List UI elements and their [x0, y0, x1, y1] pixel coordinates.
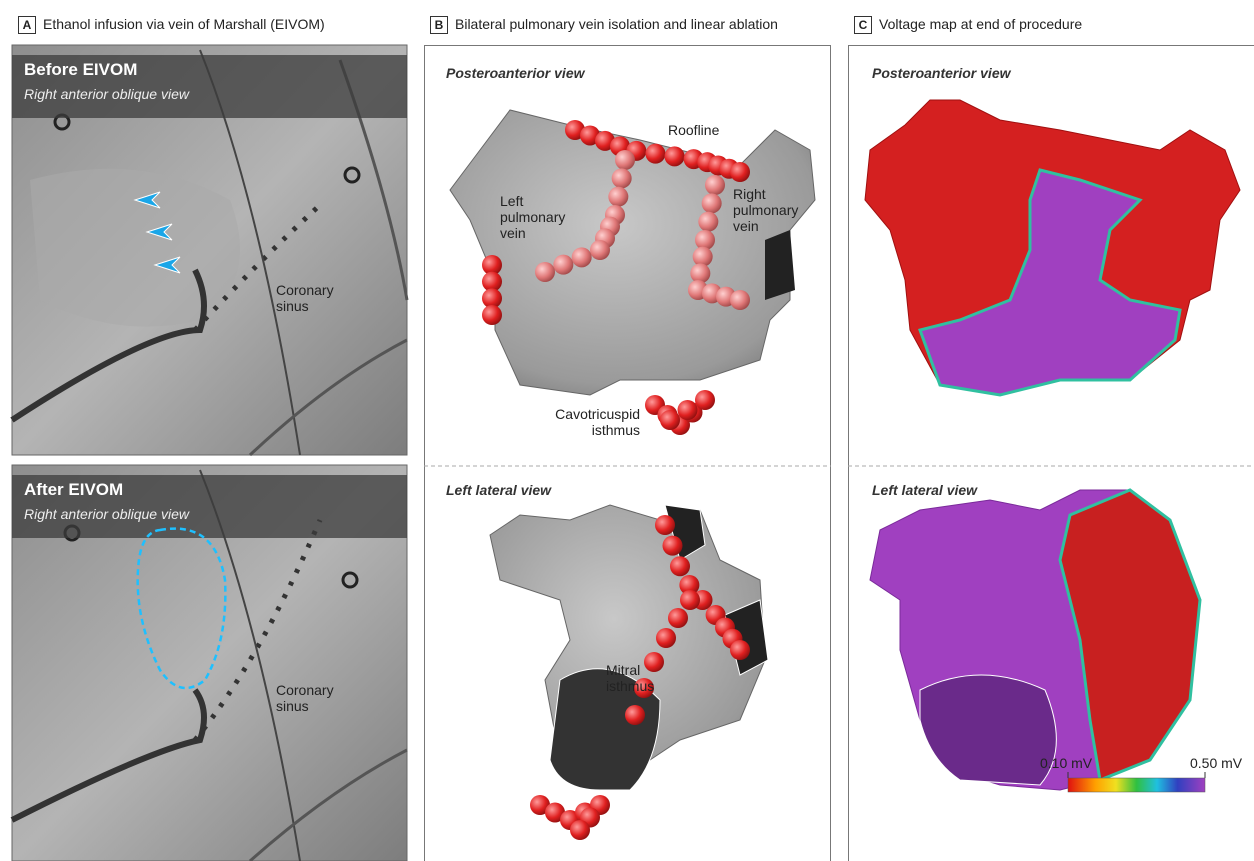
- lesion-sphere: [553, 254, 574, 275]
- lesion-sphere: [664, 146, 685, 167]
- lesion-sphere: [695, 390, 715, 410]
- lesion-sphere: [608, 186, 629, 207]
- panel-letter: A: [18, 16, 36, 34]
- lesion-sphere: [615, 150, 635, 170]
- lesion-sphere: [698, 211, 719, 232]
- lesion-sphere: [634, 678, 654, 698]
- panel-c-frame: [848, 45, 1254, 861]
- image-title: After EIVOM: [24, 480, 124, 499]
- lesion-sphere: [660, 410, 680, 430]
- panel-b-frame: [424, 45, 831, 861]
- fluoroscopy-before: [10, 44, 409, 457]
- image-subtitle: Right anterior oblique view: [24, 86, 189, 102]
- lesion-sphere: [677, 400, 698, 420]
- lesion-sphere: [670, 556, 690, 577]
- view-title: Posteroanterior view: [872, 65, 1011, 81]
- lesion-sphere: [570, 820, 590, 840]
- image-label: Coronary sinus: [276, 682, 334, 714]
- lesion-sphere: [655, 515, 675, 535]
- fluoroscopy-after: [10, 464, 408, 861]
- ablation-lesions: [482, 120, 750, 840]
- lesion-sphere: [595, 130, 615, 151]
- colorbar-label: 0.50 mV: [1190, 755, 1243, 771]
- anatomy-label: Roofline: [668, 122, 720, 138]
- lesion-sphere: [662, 535, 683, 556]
- panel-letter: C: [854, 16, 872, 34]
- lesion-sphere: [692, 246, 713, 267]
- lesion-sphere: [571, 247, 592, 268]
- anatomy-label: Right pulmonary vein: [733, 186, 799, 234]
- lesion-sphere: [590, 240, 610, 260]
- lesion-sphere: [730, 640, 750, 660]
- lesion-sphere: [580, 125, 600, 146]
- lesion-sphere: [482, 288, 502, 309]
- anatomy-label: Mitral isthmus: [606, 662, 655, 694]
- panel-title: Voltage map at end of procedure: [879, 16, 1083, 32]
- lesion-sphere: [611, 168, 632, 189]
- lesion-sphere: [625, 705, 645, 725]
- image-label: Coronary sinus: [276, 282, 334, 314]
- lesion-sphere: [482, 305, 502, 325]
- lesion-sphere: [545, 802, 565, 823]
- view-title: Posteroanterior view: [446, 65, 585, 81]
- view-title: Left lateral view: [872, 482, 978, 498]
- lesion-sphere: [656, 628, 676, 648]
- lesion-sphere: [695, 230, 715, 250]
- lesion-sphere: [679, 575, 700, 595]
- lesion-sphere: [535, 262, 555, 282]
- lesion-sphere: [690, 263, 711, 284]
- lesion-sphere: [668, 608, 688, 628]
- lesion-sphere: [680, 590, 700, 610]
- lesion-sphere: [482, 255, 502, 275]
- lesion-sphere: [645, 143, 666, 164]
- lesion-sphere: [530, 795, 550, 815]
- lesion-sphere: [730, 162, 750, 182]
- panel-title: Ethanol infusion via vein of Marshall (E…: [43, 16, 325, 32]
- colorbar-label: 0.10 mV: [1040, 755, 1093, 771]
- anatomy-label: Left pulmonary vein: [500, 193, 566, 241]
- lesion-sphere: [705, 175, 725, 195]
- image-title: Before EIVOM: [24, 60, 138, 79]
- lesion-sphere: [701, 193, 722, 214]
- lesion-sphere: [644, 652, 664, 672]
- view-title: Left lateral view: [446, 482, 552, 498]
- panel-letter: B: [430, 16, 448, 34]
- lesion-sphere: [730, 290, 750, 310]
- anatomy-label: Cavotricuspid isthmus: [555, 406, 640, 438]
- panel-title: Bilateral pulmonary vein isolation and l…: [455, 16, 778, 32]
- lesion-sphere: [482, 271, 502, 292]
- image-subtitle: Right anterior oblique view: [24, 506, 189, 522]
- lesion-sphere: [565, 120, 585, 140]
